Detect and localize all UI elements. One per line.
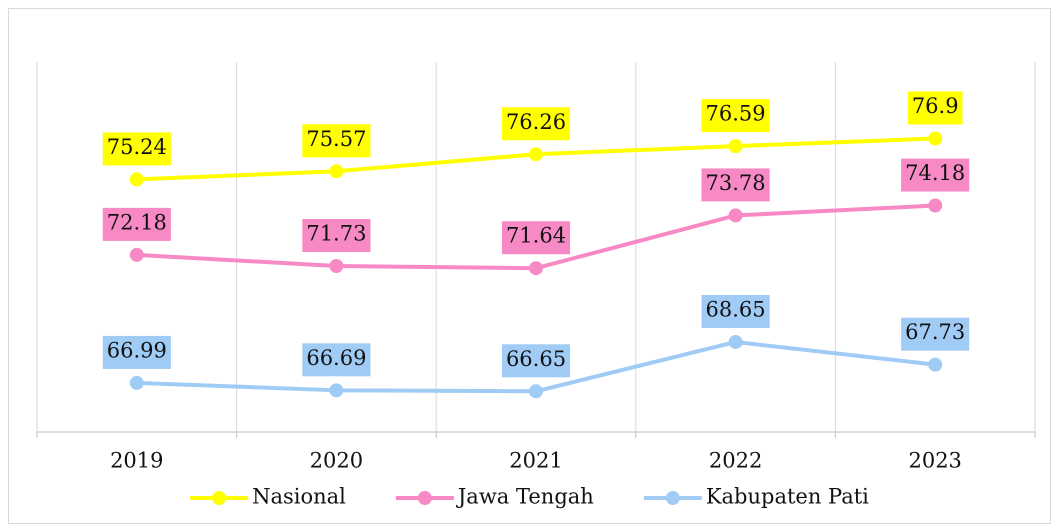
legend-label: Nasional	[252, 485, 346, 509]
data-label-text: 66.99	[107, 338, 167, 362]
data-label: 66.99	[102, 335, 171, 369]
point	[129, 375, 144, 390]
point	[329, 258, 344, 273]
data-label-text: 66.69	[306, 346, 366, 370]
data-label: 68.65	[701, 294, 770, 328]
point	[728, 334, 743, 349]
data-label-text: 75.24	[107, 135, 167, 159]
legend-marker	[665, 491, 680, 505]
data-label-text: 76.26	[506, 110, 566, 134]
legend-item: Nasional	[190, 485, 346, 509]
data-label-text: 71.64	[506, 224, 566, 248]
data-label: 73.78	[701, 168, 770, 202]
data-label-text: 72.18	[107, 210, 167, 234]
data-label-box	[102, 335, 171, 369]
data-label-box	[302, 343, 371, 377]
legend-marker	[417, 491, 432, 505]
data-label: 75.24	[102, 132, 171, 166]
data-label-box	[901, 317, 970, 351]
data-label-box	[302, 218, 371, 252]
data-label: 72.18	[102, 207, 171, 241]
legend-item: Kabupaten Pati	[643, 485, 869, 509]
data-label-text: 76.9	[912, 94, 959, 118]
data-label-text: 76.59	[706, 102, 766, 126]
data-label-box	[907, 91, 963, 125]
point	[529, 147, 543, 162]
point	[129, 172, 144, 187]
data-label: 71.73	[302, 218, 371, 252]
data-label-text: 73.78	[706, 171, 766, 195]
point	[728, 208, 743, 223]
point	[529, 261, 543, 276]
point	[529, 384, 543, 399]
legend-label: Kabupaten Pati	[706, 485, 869, 509]
x-tick-label: 2021	[509, 449, 562, 473]
data-label-text: 68.65	[706, 297, 766, 321]
data-label: 76.59	[701, 99, 770, 133]
data-label-box	[901, 158, 970, 192]
x-tick-label: 2022	[709, 449, 762, 473]
point	[928, 131, 943, 146]
data-label-text: 75.57	[306, 127, 366, 151]
data-label-box	[701, 294, 770, 328]
data-label: 76.26	[501, 107, 571, 141]
data-label-text: 67.73	[905, 320, 965, 344]
data-label: 74.18	[901, 158, 970, 192]
point	[329, 383, 344, 398]
legend-item: Jawa Tengah	[395, 485, 594, 509]
x-tick-label: 2019	[110, 449, 163, 473]
data-label: 71.64	[501, 221, 571, 255]
data-label: 76.9	[907, 91, 963, 125]
point	[329, 164, 344, 179]
x-tick-label: 2020	[310, 449, 363, 473]
data-label-box	[501, 107, 571, 141]
data-label: 67.73	[901, 317, 970, 351]
data-label-box	[102, 132, 171, 166]
point	[728, 139, 743, 154]
data-label-box	[302, 124, 371, 158]
point	[928, 357, 943, 372]
data-label-box	[701, 168, 770, 202]
data-label: 75.57	[302, 124, 371, 158]
legend-label: Jawa Tengah	[456, 485, 594, 509]
data-label-box	[102, 207, 171, 241]
point	[928, 198, 943, 213]
x-tick-label: 2023	[908, 449, 961, 473]
data-label-box	[701, 99, 770, 133]
point	[129, 247, 144, 262]
data-label: 66.65	[501, 344, 571, 378]
data-label-text: 74.18	[905, 161, 965, 185]
data-label-box	[501, 344, 571, 378]
data-label-text: 66.65	[506, 347, 566, 371]
data-label: 66.69	[302, 343, 371, 377]
legend-marker	[212, 491, 227, 505]
data-label-text: 71.73	[306, 221, 366, 245]
data-label-box	[501, 221, 571, 255]
